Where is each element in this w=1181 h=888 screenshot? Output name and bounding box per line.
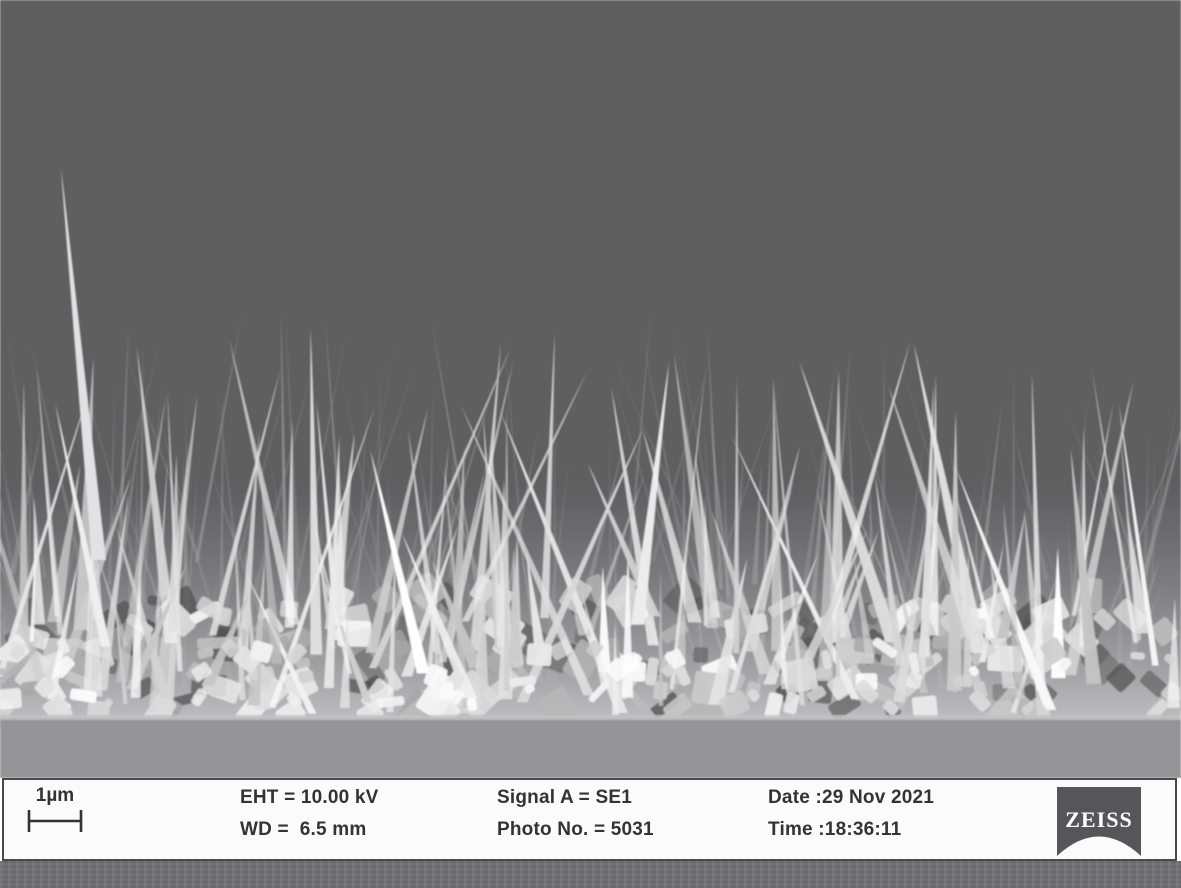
time-value: Time :18:36:11 bbox=[768, 819, 902, 840]
scale-bar: 1µm bbox=[26, 786, 84, 834]
scale-bar-icon bbox=[27, 810, 83, 832]
eht-value: EHT = 10.00 kV bbox=[240, 787, 379, 808]
datetime-info-column: Date :29 Nov 2021 Time :18:36:11 bbox=[768, 787, 934, 841]
zeiss-logo: ZEISS bbox=[1057, 787, 1141, 856]
photo-number: Photo No. = 5031 bbox=[497, 819, 654, 840]
signal-info-column: Signal A = SE1 Photo No. = 5031 bbox=[497, 787, 654, 841]
date-value: Date :29 Nov 2021 bbox=[768, 787, 935, 808]
scale-bar-label: 1µm bbox=[35, 785, 75, 806]
wd-value: WD = 6.5 mm bbox=[240, 819, 367, 840]
beam-info-column: EHT = 10.00 kV WD = 6.5 mm bbox=[240, 787, 379, 841]
bottom-filler-strip bbox=[0, 861, 1181, 888]
sem-micrograph-image bbox=[0, 0, 1181, 778]
zeiss-logo-flag bbox=[1057, 787, 1141, 856]
zeiss-logo-text: ZEISS bbox=[1065, 807, 1132, 832]
sem-data-bar: 1µm EHT = 10.00 kV WD = 6.5 mm Signal A … bbox=[2, 778, 1177, 861]
signal-value: Signal A = SE1 bbox=[497, 787, 632, 808]
